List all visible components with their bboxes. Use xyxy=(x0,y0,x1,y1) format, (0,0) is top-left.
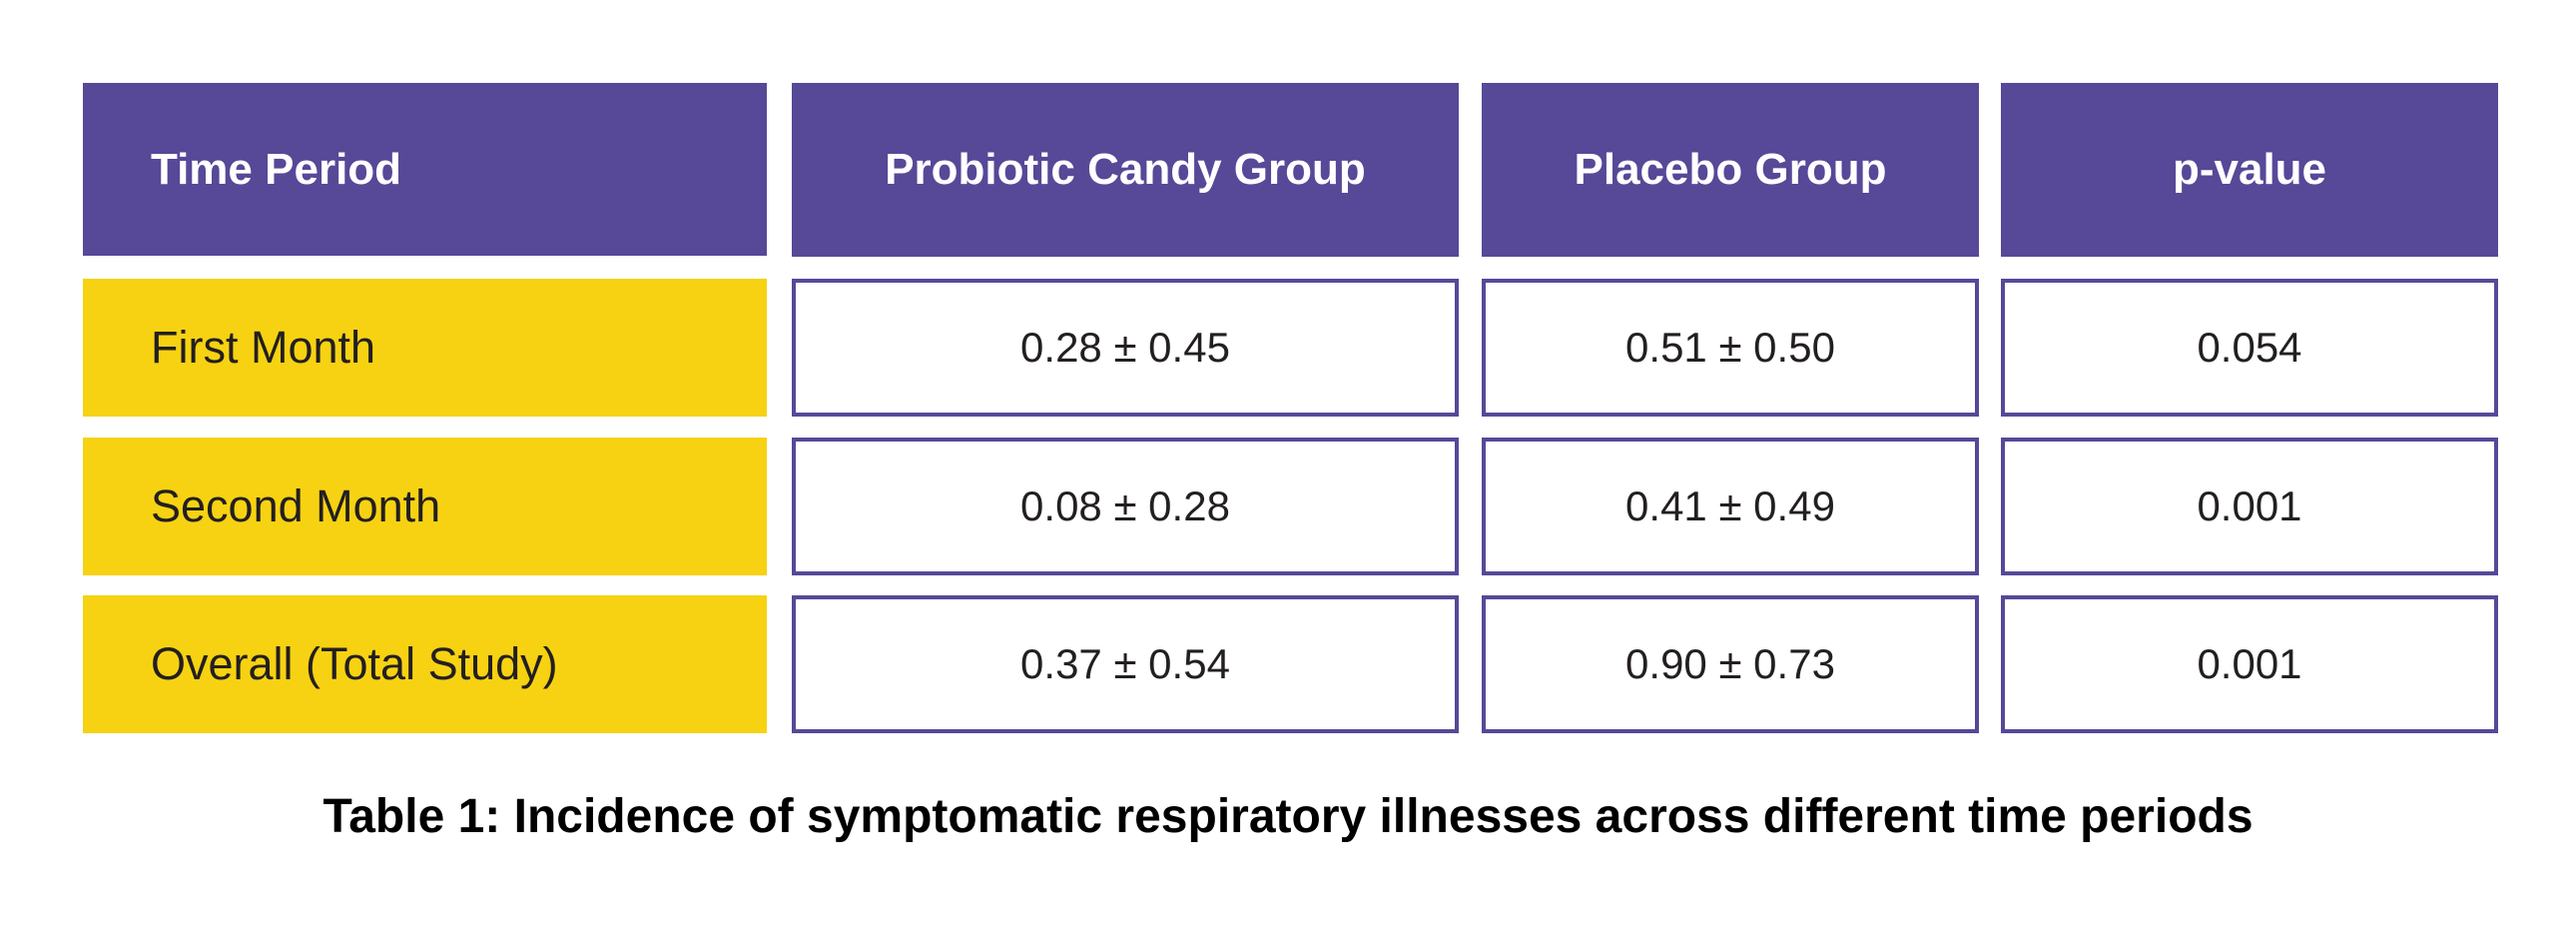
row-period-label: First Month xyxy=(83,279,767,417)
row-period-label: Overall (Total Study) xyxy=(83,595,767,733)
header-placebo: Placebo Group xyxy=(1482,83,1979,257)
row-p-value: 0.054 xyxy=(2001,279,2498,417)
row-placebo-value: 0.51 ± 0.50 xyxy=(1482,279,1979,417)
header-probiotic: Probiotic Candy Group xyxy=(792,83,1459,257)
row-placebo-value: 0.41 ± 0.49 xyxy=(1482,438,1979,575)
row-p-value: 0.001 xyxy=(2001,438,2498,575)
table-caption: Table 1: Incidence of symptomatic respir… xyxy=(322,790,2254,843)
row-probiotic-value: 0.28 ± 0.45 xyxy=(792,279,1459,417)
row-period-label: Second Month xyxy=(83,438,767,575)
row-probiotic-value: 0.37 ± 0.54 xyxy=(792,595,1459,733)
row-p-value: 0.001 xyxy=(2001,595,2498,733)
row-placebo-value: 0.90 ± 0.73 xyxy=(1482,595,1979,733)
header-time-period: Time Period xyxy=(83,83,767,256)
header-p-value: p-value xyxy=(2001,83,2498,257)
row-probiotic-value: 0.08 ± 0.28 xyxy=(792,438,1459,575)
